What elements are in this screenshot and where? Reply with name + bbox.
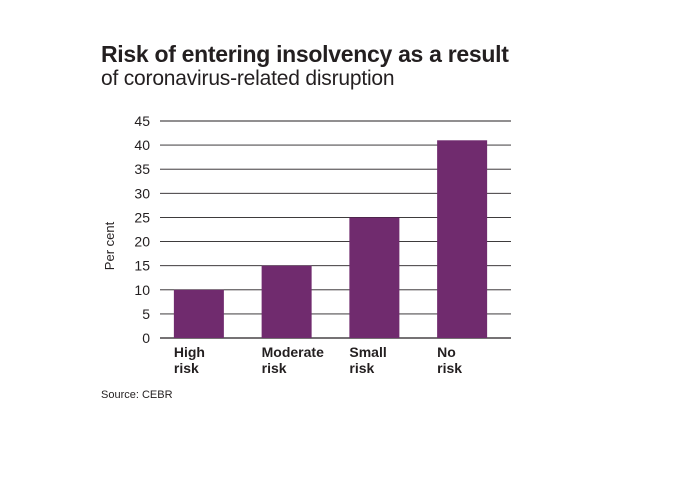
x-tick-label: risk (437, 360, 462, 376)
source-note: Source: CEBR (101, 389, 173, 401)
chart-title: Risk of entering insolvency as a result (101, 41, 509, 67)
y-tick-label: 20 (134, 234, 150, 250)
chart-subtitle: of coronavirus-related disruption (101, 67, 395, 90)
y-tick-label: 5 (142, 306, 150, 322)
y-tick-label: 0 (142, 330, 150, 346)
y-tick-label: 10 (134, 282, 150, 298)
y-tick-label: 15 (134, 258, 150, 274)
y-axis-label: Per cent (102, 221, 117, 270)
x-tick-label: risk (349, 360, 374, 376)
x-tick-label: risk (262, 360, 287, 376)
y-axis-ticks: 0 5 10 15 20 25 30 35 40 45 (134, 113, 150, 346)
x-tick-label: No (437, 344, 456, 360)
bar (437, 140, 488, 338)
x-tick-label: Moderate (262, 344, 324, 360)
y-tick-label: 45 (134, 113, 150, 129)
x-tick-label: Small (349, 344, 386, 360)
y-tick-label: 40 (134, 137, 150, 153)
y-tick-label: 30 (134, 185, 150, 201)
x-tick-label: risk (174, 360, 199, 376)
x-tick-label: High (174, 344, 205, 360)
bars (173, 140, 488, 338)
bar (261, 265, 312, 338)
bar (173, 289, 224, 338)
y-tick-label: 35 (134, 161, 150, 177)
y-tick-label: 25 (134, 209, 150, 225)
bar (349, 217, 400, 338)
